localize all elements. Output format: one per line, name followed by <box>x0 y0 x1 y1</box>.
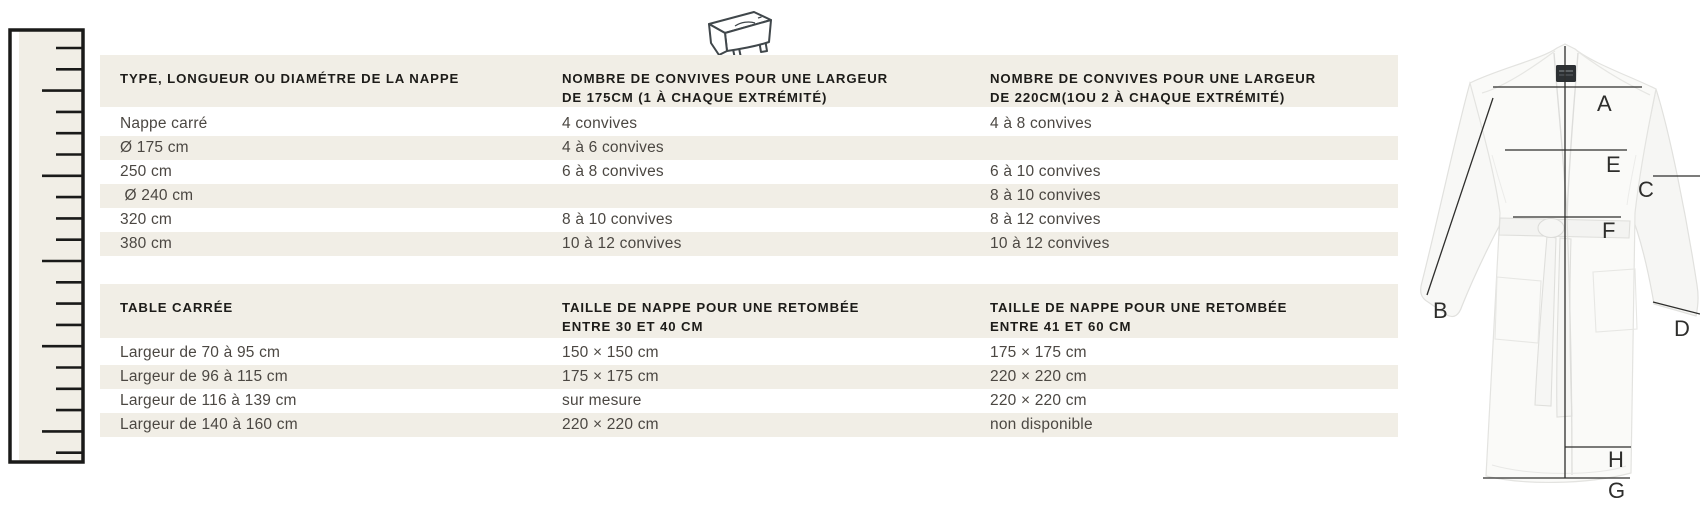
table-cell: 175 × 175 cm <box>562 368 659 385</box>
table-cell: Largeur de 70 à 95 cm <box>120 344 281 361</box>
measure-line-b <box>1426 97 1494 296</box>
table-cell: non disponible <box>990 416 1093 433</box>
table-cell: sur mesure <box>562 392 642 409</box>
ruler-ticks <box>42 46 82 455</box>
table-carree-retombee: TABLE CARRÉE TAILLE DE NAPPE POUR UNE RE… <box>100 284 1398 437</box>
table-cell: 220 × 220 cm <box>990 392 1087 409</box>
column-header-type: TYPE, LONGUEUR OU DIAMÉTRE DE LA NAPPE <box>120 71 460 86</box>
table-cell: 8 à 10 convives <box>562 211 673 228</box>
measure-line-d <box>1652 301 1700 315</box>
table-row: Largeur de 116 à 139 cm sur mesure 220 ×… <box>100 389 1398 413</box>
table-cell: 250 cm <box>120 163 173 180</box>
measure-label-g: G <box>1608 478 1625 503</box>
table-cell: 10 à 12 convives <box>562 235 682 252</box>
tablecloth-icon <box>708 11 772 59</box>
column-header-retombee-30-40: TAILLE DE NAPPE POUR UNE RETOMBÉE ENTRE … <box>562 300 860 335</box>
table-cell: Ø 175 cm <box>120 139 189 156</box>
table-cell: 380 cm <box>120 235 173 252</box>
table-cell: Nappe carré <box>120 115 208 132</box>
measure-label-f: F <box>1602 218 1615 243</box>
table-header-row: TYPE, LONGUEUR OU DIAMÉTRE DE LA NAPPE N… <box>100 55 1398 107</box>
table-cell: 10 à 12 convives <box>990 235 1110 252</box>
table-cell: 175 × 175 cm <box>990 344 1087 361</box>
measure-label-d: D <box>1674 316 1690 341</box>
table-row: 320 cm 8 à 10 convives 8 à 12 convives <box>100 208 1398 232</box>
column-header-convives-220: NOMBRE DE CONVIVES POUR UNE LARGEUR DE 2… <box>990 71 1317 106</box>
measure-label-a: A <box>1597 91 1612 116</box>
table-cell: 220 × 220 cm <box>562 416 659 433</box>
table-cell: 4 convives <box>562 115 638 132</box>
measure-label-e: E <box>1606 152 1621 177</box>
collar-tag <box>1556 65 1576 82</box>
measure-label-b: B <box>1433 298 1448 323</box>
measure-label-c: C <box>1638 177 1654 202</box>
table-cell: 6 à 8 convives <box>562 163 664 180</box>
table-cell: 8 à 10 convives <box>990 187 1101 204</box>
table-row: 380 cm 10 à 12 convives 10 à 12 convives <box>100 232 1398 256</box>
table-cell: Largeur de 96 à 115 cm <box>120 368 288 385</box>
table-cell: 220 × 220 cm <box>990 368 1087 385</box>
table-row: Largeur de 96 à 115 cm 175 × 175 cm 220 … <box>100 365 1398 389</box>
bathrobe-illustration <box>1420 43 1699 484</box>
table-cell <box>990 136 1398 160</box>
table-cell: 150 × 150 cm <box>562 344 659 361</box>
column-header-retombee-41-60: TAILLE DE NAPPE POUR UNE RETOMBÉE ENTRE … <box>990 300 1288 335</box>
table-cell: 4 à 8 convives <box>990 115 1092 132</box>
table-cell: Largeur de 140 à 160 cm <box>120 416 298 433</box>
table-cell <box>562 184 990 208</box>
measurement-lines <box>1426 46 1700 479</box>
column-header-convives-175: NOMBRE DE CONVIVES POUR UNE LARGEUR DE 1… <box>562 71 889 106</box>
table-row: 250 cm 6 à 8 convives 6 à 10 convives <box>100 160 1398 184</box>
table-row: Largeur de 70 à 95 cm 150 × 150 cm 175 ×… <box>100 341 1398 365</box>
table-cell: 6 à 10 convives <box>990 163 1101 180</box>
table-row: Nappe carré 4 convives 4 à 8 convives <box>100 112 1398 136</box>
table-row: Largeur de 140 à 160 cm 220 × 220 cm non… <box>100 413 1398 437</box>
column-header-table-carree: TABLE CARRÉE <box>120 300 234 315</box>
ruler-icon <box>8 28 85 464</box>
measure-label-h: H <box>1608 447 1624 472</box>
table-cell: 8 à 12 convives <box>990 211 1101 228</box>
table-row: Ø 175 cm 4 à 6 convives <box>100 136 1398 160</box>
table-cell: 4 à 6 convives <box>562 139 664 156</box>
measurement-letters: A E C F B D H G <box>1433 91 1690 503</box>
table-cell: Largeur de 116 à 139 cm <box>120 392 297 409</box>
table-nappe-convives: TYPE, LONGUEUR OU DIAMÉTRE DE LA NAPPE N… <box>100 55 1398 256</box>
bathrobe-figure: A E C F B D H G <box>1420 43 1700 503</box>
table-cell: 320 cm <box>120 211 173 228</box>
table-row: Ø 240 cm 8 à 10 convives <box>100 184 1398 208</box>
table-header-row: TABLE CARRÉE TAILLE DE NAPPE POUR UNE RE… <box>100 284 1398 338</box>
table-cell: Ø 240 cm <box>120 187 194 204</box>
